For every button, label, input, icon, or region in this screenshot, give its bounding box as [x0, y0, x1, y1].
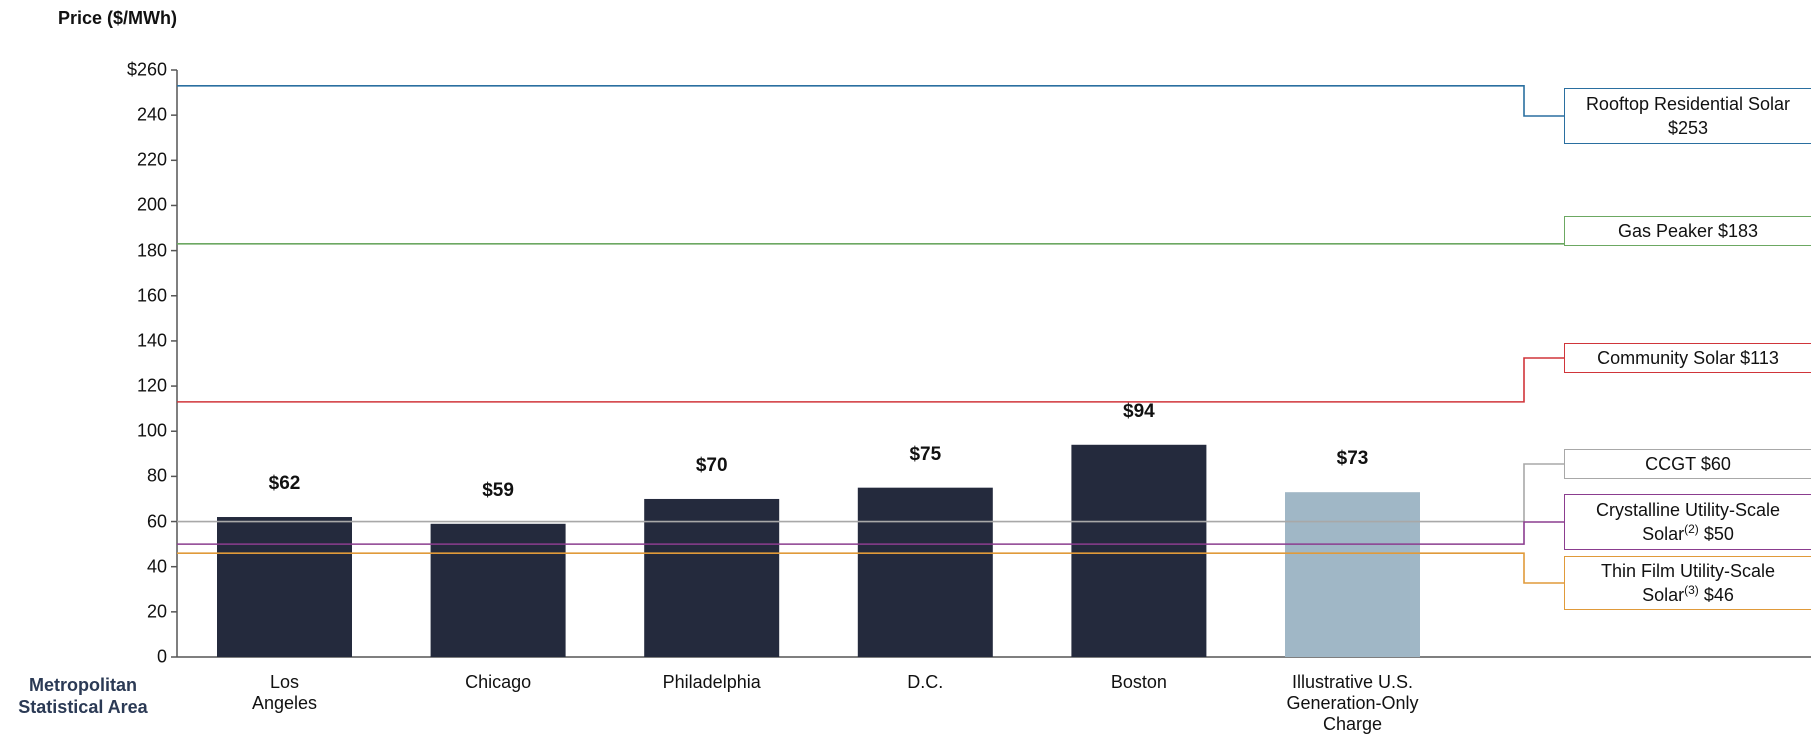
- reference-line: [177, 521, 1564, 545]
- y-tick-label: 40: [146, 556, 167, 577]
- y-tick-label: $260: [126, 59, 167, 80]
- reference-line: [177, 463, 1564, 523]
- bar: [644, 498, 780, 657]
- reference-label-text: Thin Film Utility-Scale Solar(3) $46: [1579, 559, 1797, 607]
- reference-label-text: Gas Peaker $183: [1618, 219, 1758, 243]
- y-tick-label: 240: [136, 104, 167, 125]
- reference-label: CCGT $60: [1564, 449, 1811, 479]
- reference-value-label: $113: [1740, 348, 1779, 368]
- y-tick-label: 20: [146, 601, 167, 622]
- reference-name: Community Solar: [1597, 348, 1736, 368]
- reference-label-text: Community Solar $113: [1597, 346, 1779, 370]
- reference-label: Thin Film Utility-Scale Solar(3) $46: [1564, 556, 1811, 610]
- reference-value-label: $50: [1703, 524, 1734, 544]
- x-tick-label: Los Angeles: [251, 672, 318, 713]
- reference-label: Rooftop Residential Solar $253: [1564, 88, 1811, 144]
- y-tick-label: 80: [146, 465, 167, 486]
- reference-label-text: Rooftop Residential Solar $253: [1579, 92, 1797, 140]
- y-tick-label: 120: [136, 375, 167, 396]
- reference-name: CCGT: [1645, 454, 1696, 474]
- reference-note: (3): [1684, 583, 1699, 597]
- bar-value-label: $70: [695, 454, 728, 476]
- bar-value-label: $59: [482, 479, 514, 501]
- bar: [1285, 492, 1420, 657]
- reference-value-label: $46: [1703, 585, 1734, 605]
- bar: [430, 523, 566, 657]
- reference-note: (2): [1684, 522, 1699, 536]
- reference-name: Gas Peaker: [1617, 221, 1713, 241]
- y-tick-label: 140: [136, 330, 167, 351]
- x-axis-title: Metropolitan Statistical Area: [18, 675, 148, 717]
- bar: [217, 517, 352, 657]
- y-tick-label: 100: [136, 420, 167, 441]
- reference-label-text: CCGT $60: [1645, 452, 1731, 476]
- bar: [1071, 444, 1207, 657]
- bar-value-label: $94: [1123, 400, 1155, 422]
- x-tick-label: Chicago: [465, 672, 532, 692]
- reference-name: Thin Film Utility-Scale Solar: [1600, 561, 1776, 605]
- reference-line: [177, 357, 1564, 403]
- y-tick-label: 200: [136, 194, 167, 215]
- y-tick-label: 160: [136, 285, 167, 306]
- y-tick-label: 0: [156, 646, 167, 667]
- y-tick-label: 180: [136, 240, 167, 261]
- reference-value-label: $60: [1700, 454, 1731, 474]
- reference-value-label: $183: [1718, 221, 1759, 241]
- reference-line: [177, 85, 1564, 117]
- x-tick-label: Illustrative U.S. Generation-Only Charge: [1286, 672, 1419, 734]
- reference-name: Crystalline Utility-Scale Solar: [1595, 500, 1781, 544]
- x-tick-label: Boston: [1110, 672, 1167, 692]
- reference-label-text: Crystalline Utility-Scale Solar(2) $50: [1579, 498, 1797, 546]
- reference-label: Community Solar $113: [1564, 343, 1811, 373]
- reference-label: Gas Peaker $183: [1564, 216, 1811, 246]
- reference-name: Rooftop Residential Solar: [1585, 94, 1791, 114]
- bar-value-label: $62: [268, 473, 301, 495]
- bar-value-label: $75: [909, 443, 942, 465]
- y-tick-label: 220: [136, 149, 167, 170]
- y-tick-label: 60: [146, 511, 167, 532]
- reference-value-label: $253: [1667, 118, 1709, 138]
- x-tick-label: D.C.: [907, 672, 944, 692]
- bar-value-label: $73: [1336, 448, 1369, 470]
- y-axis-title: Price ($/MWh): [58, 8, 178, 28]
- reference-label: Crystalline Utility-Scale Solar(2) $50: [1564, 494, 1811, 550]
- bar: [857, 487, 993, 657]
- reference-line: [177, 552, 1564, 584]
- x-tick-label: Philadelphia: [662, 672, 761, 692]
